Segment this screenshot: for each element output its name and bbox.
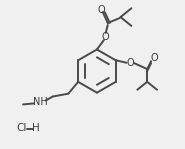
Text: Cl: Cl bbox=[16, 123, 26, 133]
Text: O: O bbox=[150, 53, 158, 63]
Text: O: O bbox=[127, 58, 134, 68]
Text: O: O bbox=[97, 5, 105, 15]
Text: H: H bbox=[32, 123, 40, 133]
Text: O: O bbox=[102, 32, 110, 42]
Text: NH: NH bbox=[33, 97, 48, 107]
